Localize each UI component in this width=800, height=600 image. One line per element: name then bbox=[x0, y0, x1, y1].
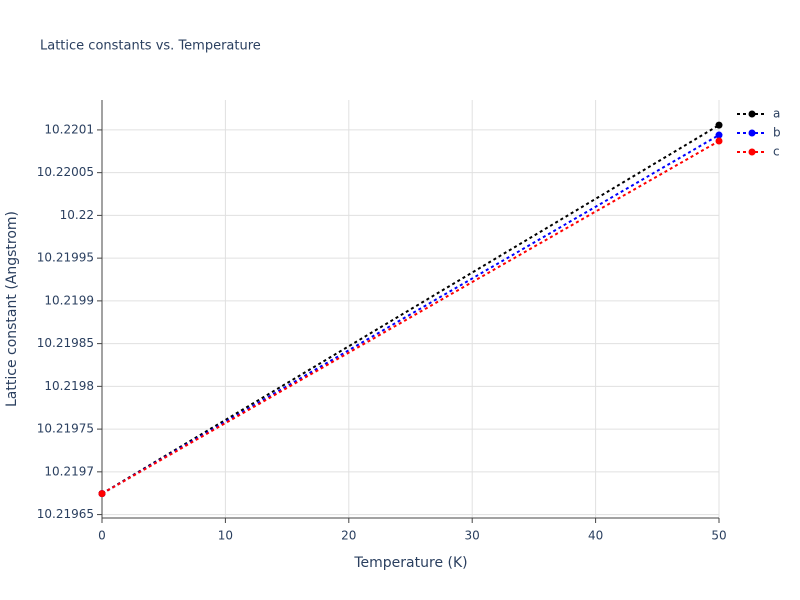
series-line bbox=[101, 140, 720, 495]
legend-label: c bbox=[773, 145, 780, 159]
x-tick-label: 40 bbox=[588, 529, 603, 543]
x-tick-label: 20 bbox=[341, 529, 356, 543]
y-tick-label: 10.2201 bbox=[44, 122, 94, 136]
legend-marker bbox=[748, 148, 756, 156]
y-tick-label: 10.2198 bbox=[44, 379, 94, 393]
legend-marker bbox=[748, 129, 756, 137]
series-line bbox=[101, 124, 720, 495]
y-tick-label: 10.21995 bbox=[37, 251, 94, 265]
x-tick-label: 30 bbox=[465, 529, 480, 543]
y-axis-title: Lattice constant (Angstrom) bbox=[4, 211, 20, 407]
point bbox=[715, 131, 723, 139]
x-tick-label: 10 bbox=[218, 529, 233, 543]
point bbox=[715, 121, 723, 129]
y-tick-label: 10.2197 bbox=[44, 464, 94, 478]
point bbox=[715, 137, 723, 145]
x-tick-label: 0 bbox=[98, 529, 106, 543]
x-tick-label: 50 bbox=[711, 529, 726, 543]
chart-title: Lattice constants vs. Temperature bbox=[40, 39, 261, 54]
x-axis-title: Temperature (K) bbox=[353, 555, 467, 571]
y-tick-label: 10.2199 bbox=[44, 293, 94, 307]
y-tick-label: 10.21965 bbox=[37, 507, 94, 521]
series-line bbox=[101, 134, 720, 495]
y-tick-label: 10.22 bbox=[60, 208, 94, 222]
legend-label: a bbox=[773, 107, 780, 121]
y-tick-label: 10.21975 bbox=[37, 422, 94, 436]
legend-marker bbox=[748, 110, 756, 118]
y-tick-label: 10.22005 bbox=[37, 165, 94, 179]
legend-label: b bbox=[773, 126, 781, 140]
point bbox=[98, 490, 106, 498]
y-tick-label: 10.21985 bbox=[37, 336, 94, 350]
